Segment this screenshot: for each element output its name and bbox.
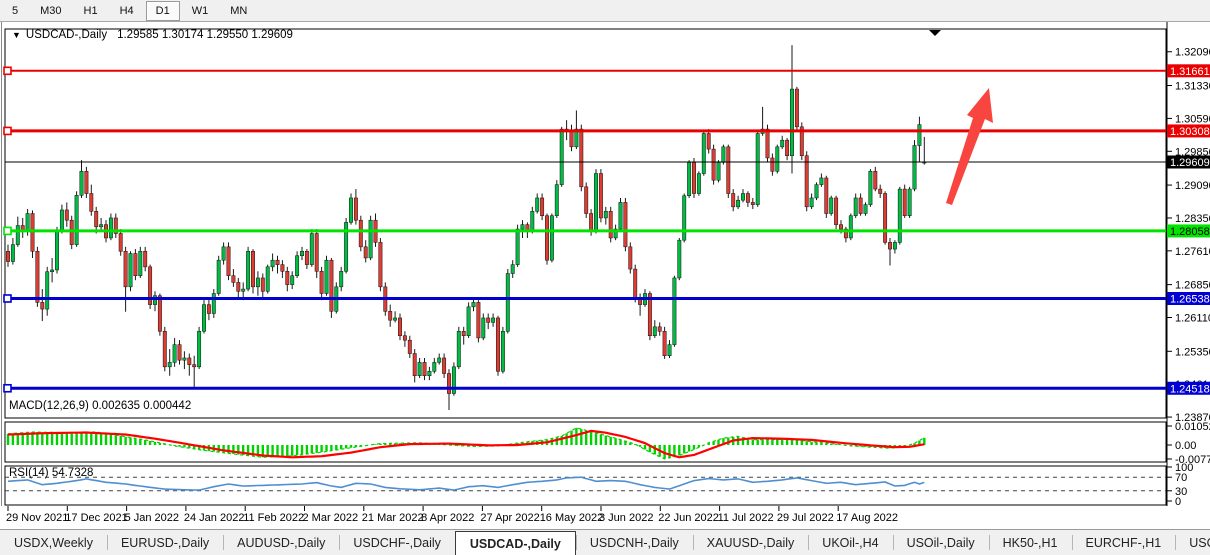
price-badge-1.28058 [1167,224,1210,238]
level-handle-1.31661[interactable] [3,66,12,76]
price-tick-label: 1.23870 [1175,412,1210,424]
date-tick-label: 11 Jul 2022 [718,512,774,524]
timeframe-button-mn[interactable]: MN [230,4,248,17]
chart-canvas[interactable]: 1.32090 1.31330 1.30590 1.29850 1.29090 1.283… [0,22,1210,529]
timeframe-button-h4[interactable]: H4 [119,4,134,17]
date-tick-label: 24 Jan 2022 [184,512,245,524]
chart-tab-audusd-daily[interactable]: AUDUSD-,Daily [223,530,339,555]
price-badge-label: 1.24518 [1170,383,1210,395]
price-badge-label: 1.29609 [1170,157,1210,169]
price-tick-label: 1.26110 [1175,313,1210,325]
date-tick-label: 16 May 2022 [540,512,604,524]
date-tick-label: 29 Nov 2021 [6,512,68,524]
rsi-tick-label: 30 [1175,486,1187,498]
chart-tab-usoil-h4[interactable]: USOil-,H4 [1175,530,1210,555]
price-badge-label: 1.31661 [1170,66,1210,78]
price-badge-label: 1.26538 [1170,293,1210,305]
date-tick-label: 21 Mar 2022 [362,512,424,524]
price-badge-label: 1.30308 [1170,126,1210,138]
price-badge-1.24518 [1167,381,1210,395]
price-tick-label: 1.26850 [1175,280,1210,292]
timeframe-button-w1[interactable]: W1 [191,4,209,17]
macd-panel [6,427,926,460]
chart-area: 1.32090 1.31330 1.30590 1.29850 1.29090 1.283… [0,22,1210,529]
chart-tab-usdchf-daily[interactable]: USDCHF-,Daily [339,530,455,555]
date-tick-label: 8 Apr 2022 [421,512,474,524]
macd-indicator-label: MACD(12,26,9) 0.002635 0.000442 [9,400,192,412]
price-tick-label: 1.30590 [1175,113,1210,125]
date-tick-label: 2 Mar 2022 [303,512,359,524]
date-tick-label: 29 Jul 2022 [777,512,834,524]
date-tick-label: 11 Feb 2022 [243,512,304,524]
shift-marker[interactable] [929,30,941,36]
price-tick-label: 1.28350 [1175,213,1210,225]
annotation-layer[interactable] [946,88,993,205]
price-axis[interactable]: 1.32090 1.31330 1.30590 1.29850 1.29090 1.283… [1167,47,1210,508]
chart-tab-eurusd-daily[interactable]: EURUSD-,Daily [106,530,223,555]
rsi-panel [5,476,1166,492]
chart-tab-xauusd-daily[interactable]: XAUUSD-,Daily [692,530,809,555]
date-tick-label: 3 Jun 2022 [599,512,653,524]
chart-tab-ukoil-h4[interactable]: UKOil-,H4 [808,530,892,555]
timeframe-button-5[interactable]: 5 [12,4,19,17]
price-badge-1.26538 [1167,291,1210,305]
chart-ohlc-values: 1.29585 1.30174 1.29550 1.29609 [117,29,293,41]
level-handle-1.24518[interactable] [3,383,12,393]
macd-signal-line [7,429,925,459]
price-badge-1.31661 [1167,64,1210,78]
timeframe-button-h1[interactable]: H1 [83,4,98,17]
date-tick-label: 27 Apr 2022 [480,512,539,524]
candles-layer [6,45,927,410]
rsi-line [7,476,925,491]
timeframe-button-m30[interactable]: M30 [40,4,62,17]
level-handle-1.30308[interactable] [3,126,12,136]
chart-tab-eurchf-h1[interactable]: EURCHF-,H1 [1071,530,1176,555]
trend-arrow-annotation[interactable] [946,88,993,205]
date-tick-label: 5 Jan 2022 [125,512,179,524]
macd-tick-label: -0.007744 [1175,454,1210,466]
rsi-tick-label: 70 [1175,472,1187,484]
rsi-tick-label: 100 [1175,462,1193,474]
level-handle-1.28058[interactable] [3,226,12,236]
price-badge-1.30308 [1167,124,1210,138]
level-handle-1.26538[interactable] [3,294,12,303]
chevron-down-icon[interactable]: ▼ [12,30,21,40]
date-tick-label: 22 Jun 2022 [658,512,719,524]
price-tick-label: 1.27610 [1175,246,1210,258]
macd-tick-label: 0.01052 [1175,421,1210,433]
chart-title: ▼ USDCAD-,Daily 1.29585 1.30174 1.29550 1.… [12,29,293,41]
rsi-indicator-label: RSI(14) 54.7328 [9,467,94,479]
chart-tab-hk50-h1[interactable]: HK50-,H1 [988,530,1072,555]
date-tick-label: 17 Dec 2021 [65,512,127,524]
chart-tab-usoil-daily[interactable]: USOil-,Daily [892,530,989,555]
price-tick-label: 1.25350 [1175,346,1210,358]
price-tick-label: 1.29090 [1175,180,1210,192]
chart-symbol-label: USDCAD-,Daily [25,29,108,41]
chart-tab-usdcnh-daily[interactable]: USDCNH-,Daily [575,530,693,555]
chart-tab-usdx-weekly[interactable]: USDX,Weekly [14,535,93,550]
rsi-tick-label: 0 [1175,496,1181,508]
price-tick-label: 1.31330 [1175,81,1210,93]
price-badge-label: 1.28058 [1170,226,1210,238]
date-tick-label: 17 Aug 2022 [836,512,898,524]
price-badge-1.29609 [1167,155,1210,169]
timeframe-button-d1[interactable]: D1 [145,0,180,21]
price-tick-label: 1.32090 [1175,47,1210,59]
price-tick-label: 1.29850 [1175,146,1210,158]
macd-tick-label: 0.00 [1175,440,1196,452]
chart-shift-marker-icon[interactable] [929,30,941,36]
chart-tab-usdcad-daily[interactable]: USDCAD-,Daily [454,531,576,555]
chart-tab-bar: USDX,Weekly EURUSD-,Daily AUDUSD-,Daily USD… [0,529,1210,555]
timeframe-toolbar: 5 M30 H1 H4 D1 W1 MN [0,0,1210,22]
